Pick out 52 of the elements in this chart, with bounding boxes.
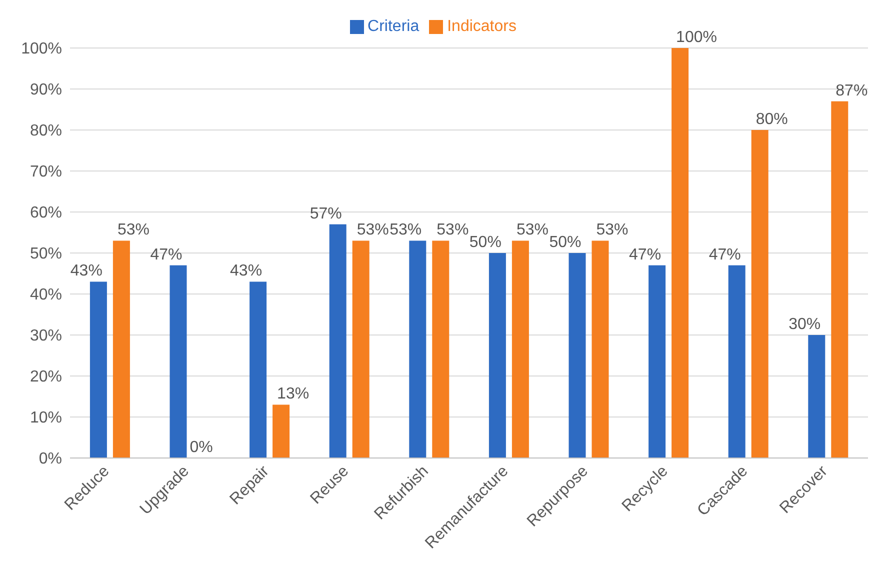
legend-label: Criteria xyxy=(368,18,420,35)
bar xyxy=(568,253,586,458)
bar xyxy=(90,282,107,458)
y-tick-label: 70% xyxy=(30,164,62,181)
bar xyxy=(672,48,689,458)
y-tick-label: 90% xyxy=(30,82,62,99)
y-tick-label: 100% xyxy=(21,40,62,58)
bar xyxy=(808,335,826,458)
y-tick-label: 0% xyxy=(38,450,62,468)
bar xyxy=(329,224,346,458)
bar xyxy=(352,240,370,458)
data-label: 47% xyxy=(150,246,182,264)
data-label: 53% xyxy=(436,222,469,239)
bar xyxy=(648,265,666,458)
data-label: 53% xyxy=(596,222,628,239)
data-label: 0% xyxy=(190,439,213,456)
bar xyxy=(170,265,187,458)
data-label: 53% xyxy=(356,222,389,239)
data-label: 80% xyxy=(756,111,788,128)
legend-label: Indicators xyxy=(447,18,516,35)
bar xyxy=(728,265,746,458)
data-label: 53% xyxy=(390,222,422,239)
data-label: 30% xyxy=(788,316,821,333)
data-label: 47% xyxy=(708,246,741,264)
bar xyxy=(432,240,450,458)
data-label: 53% xyxy=(516,222,548,239)
data-label: 57% xyxy=(310,205,342,222)
data-label: 13% xyxy=(277,386,310,403)
data-label: 53% xyxy=(117,222,150,239)
bar xyxy=(250,282,267,458)
bar xyxy=(512,240,529,458)
bar xyxy=(488,253,506,458)
data-label: 87% xyxy=(836,82,868,100)
y-tick-label: 80% xyxy=(30,122,62,140)
bar xyxy=(112,240,130,458)
data-label: 43% xyxy=(230,262,262,280)
y-tick-label: 20% xyxy=(30,368,62,386)
bar xyxy=(751,130,768,458)
data-label: 47% xyxy=(629,246,662,264)
y-tick-label: 30% xyxy=(30,328,62,345)
bar xyxy=(272,404,290,458)
data-label: 50% xyxy=(549,234,582,251)
bar xyxy=(592,240,609,458)
bar xyxy=(409,240,426,458)
y-tick-label: 40% xyxy=(30,286,62,304)
data-label: 100% xyxy=(676,29,717,46)
bar xyxy=(831,101,848,458)
data-label: 50% xyxy=(469,234,502,251)
y-tick-label: 10% xyxy=(30,410,62,427)
y-tick-label: 60% xyxy=(30,204,62,222)
data-label: 43% xyxy=(70,262,102,280)
y-tick-label: 50% xyxy=(30,246,62,263)
